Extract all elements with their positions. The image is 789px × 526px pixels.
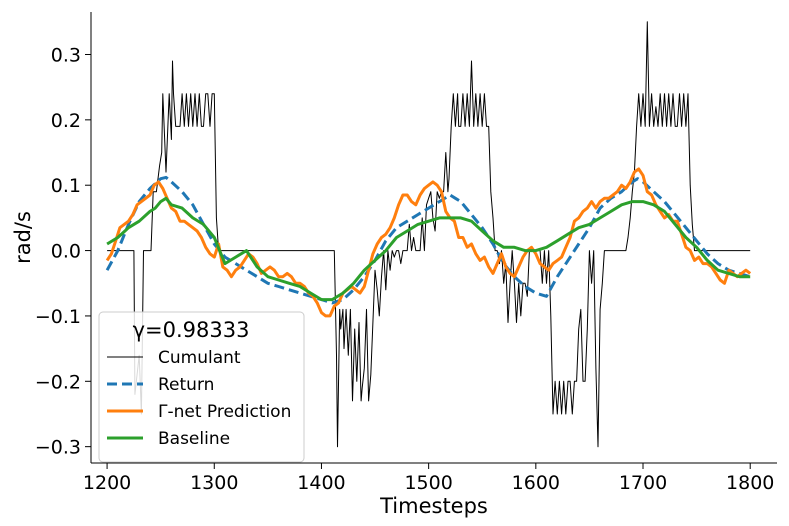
legend-label-cumulant: Cumulant — [158, 348, 241, 368]
y-axis-label: rad/s — [11, 211, 35, 264]
series-line-baseline — [106, 196, 751, 302]
x-tick-label: 1400 — [297, 472, 345, 494]
series-layer — [105, 21, 752, 448]
y-tick-label: 0.3 — [51, 44, 81, 66]
x-tick-label: 1600 — [512, 472, 560, 494]
y-tick-label: 0.2 — [51, 110, 81, 132]
y-tick-label: 0.1 — [51, 175, 81, 197]
legend-title: γ=0.98333 — [133, 318, 250, 342]
legend-label-baseline: Baseline — [158, 429, 230, 449]
x-tick-label: 1800 — [726, 472, 774, 494]
legend: γ=0.98333 Cumulant Return Γ-net Predicti… — [98, 311, 305, 463]
series-line-return — [105, 175, 751, 305]
x-tick-label: 1300 — [190, 472, 238, 494]
x-tick-label: 1200 — [83, 472, 131, 494]
y-tick-label: −0.1 — [35, 306, 81, 328]
y-tick-label: 0.0 — [51, 241, 81, 263]
legend-label-gamma-net-prediction: Γ-net Prediction — [158, 402, 291, 422]
legend-label-return: Return — [158, 375, 214, 395]
y-tick-label: −0.2 — [35, 371, 81, 393]
x-tick-label: 1700 — [619, 472, 667, 494]
series-line-cumulant — [107, 21, 751, 448]
y-tick-label: −0.3 — [35, 437, 81, 459]
legend-box — [98, 311, 305, 463]
x-axis-label: Timesteps — [379, 494, 488, 518]
axes: 1200 1300 1400 1500 1600 1700 1800 −0.3 −0.2 −0.1… — [11, 12, 777, 518]
x-tick-label: 1500 — [404, 472, 452, 494]
series-line-net-prediction — [105, 167, 752, 318]
